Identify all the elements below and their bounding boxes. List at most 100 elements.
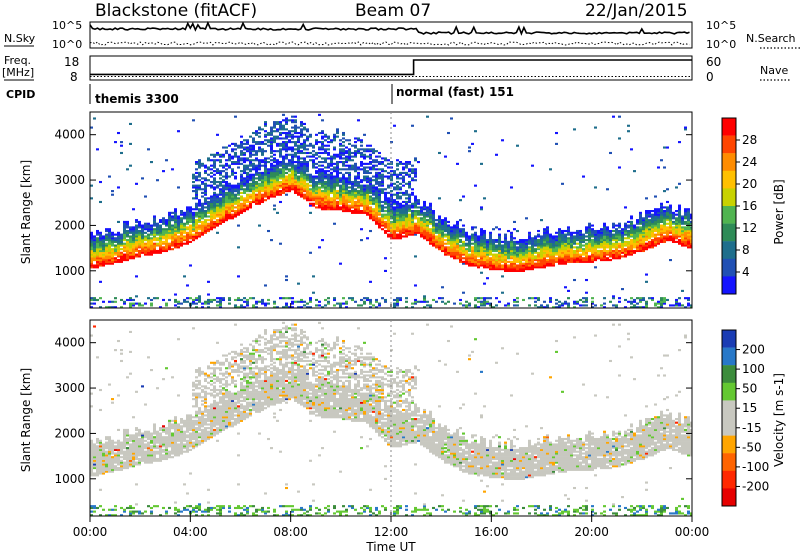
power-cell bbox=[582, 237, 585, 240]
power-cell bbox=[159, 219, 162, 222]
power-cell bbox=[114, 244, 117, 247]
power-cell bbox=[465, 249, 468, 253]
power-cell bbox=[660, 217, 663, 220]
power-cell bbox=[150, 224, 153, 227]
power-cell bbox=[174, 293, 177, 296]
power-cell bbox=[441, 231, 444, 234]
power-cell bbox=[273, 168, 276, 171]
power-cell bbox=[126, 259, 129, 262]
power-cell bbox=[591, 248, 594, 251]
power-cell bbox=[618, 239, 621, 242]
power-cell bbox=[396, 202, 399, 205]
power-cell bbox=[393, 213, 396, 216]
power-cell bbox=[273, 184, 276, 187]
power-cell bbox=[342, 190, 345, 193]
power-cell bbox=[90, 255, 93, 258]
power-cell bbox=[246, 298, 249, 302]
power-cell bbox=[114, 257, 117, 260]
power-cell bbox=[492, 260, 495, 263]
power-cell bbox=[597, 251, 600, 254]
power-cell bbox=[147, 297, 150, 300]
power-cell bbox=[387, 199, 390, 202]
power-cell bbox=[117, 242, 120, 245]
power-cell bbox=[318, 300, 321, 303]
power-cell bbox=[543, 228, 546, 231]
power-cell bbox=[372, 164, 375, 167]
power-cell bbox=[288, 177, 291, 180]
power-cell bbox=[378, 202, 381, 205]
power-cell bbox=[660, 224, 663, 227]
power-cell bbox=[477, 253, 480, 256]
power-cell bbox=[123, 257, 126, 260]
power-cell bbox=[423, 219, 426, 222]
power-cell bbox=[471, 226, 474, 229]
power-cell bbox=[90, 240, 93, 243]
power-cell bbox=[348, 204, 351, 207]
power-cell bbox=[141, 248, 144, 251]
power-cell bbox=[540, 242, 543, 245]
power-cell bbox=[606, 231, 609, 234]
power-cell bbox=[201, 208, 204, 211]
power-cell bbox=[330, 141, 333, 144]
power-cell bbox=[483, 304, 486, 307]
power-cell bbox=[381, 177, 384, 180]
power-cell bbox=[261, 195, 264, 198]
power-cell bbox=[390, 204, 393, 207]
power-cell bbox=[117, 220, 120, 224]
power-cell bbox=[672, 211, 675, 214]
power-cell bbox=[195, 235, 198, 238]
power-cell bbox=[543, 240, 546, 243]
power-cell bbox=[147, 239, 150, 242]
power-cell bbox=[489, 253, 492, 256]
power-cell bbox=[513, 228, 516, 231]
power-cell bbox=[327, 175, 330, 178]
power-cell bbox=[165, 159, 168, 162]
power-cell bbox=[249, 155, 252, 158]
power-cell bbox=[408, 162, 411, 165]
power-cell bbox=[351, 297, 354, 300]
power-cell bbox=[282, 113, 285, 116]
power-cell bbox=[387, 191, 390, 194]
power-cell bbox=[573, 237, 576, 240]
power-cell bbox=[93, 240, 96, 243]
power-cell bbox=[336, 184, 339, 187]
power-cell bbox=[387, 202, 390, 205]
power-cell bbox=[471, 242, 474, 245]
power-cell bbox=[633, 170, 636, 173]
power-cell bbox=[543, 306, 546, 308]
power-cell bbox=[243, 179, 246, 182]
power-cell bbox=[486, 253, 489, 256]
power-cell bbox=[387, 224, 390, 227]
power-cell bbox=[486, 300, 489, 303]
power-cell bbox=[468, 262, 471, 265]
power-cell bbox=[675, 217, 678, 220]
power-cell bbox=[336, 193, 339, 196]
power-cell bbox=[663, 297, 666, 300]
power-cell bbox=[321, 180, 324, 184]
power-cell bbox=[132, 253, 135, 256]
power-cell bbox=[378, 204, 381, 207]
power-cell bbox=[639, 233, 642, 236]
power-cell bbox=[105, 262, 108, 265]
power-cell bbox=[459, 249, 462, 253]
power-cell bbox=[225, 171, 228, 175]
power-cell bbox=[513, 264, 516, 267]
power-cell bbox=[96, 257, 99, 260]
power-cell bbox=[399, 161, 402, 164]
power-cell bbox=[663, 239, 666, 242]
power-cell bbox=[678, 210, 681, 213]
power-cell bbox=[204, 219, 207, 222]
power-cell bbox=[375, 190, 378, 193]
power-cell bbox=[447, 235, 450, 238]
power-cell bbox=[327, 182, 330, 185]
power-cell bbox=[507, 249, 510, 253]
power-cell bbox=[255, 168, 258, 171]
power-cell bbox=[363, 166, 366, 169]
power-cell bbox=[492, 253, 495, 256]
power-cell bbox=[267, 193, 270, 196]
power-cell bbox=[309, 159, 312, 162]
power-cell bbox=[258, 148, 261, 151]
power-cell bbox=[429, 242, 432, 245]
power-cell bbox=[381, 219, 384, 222]
